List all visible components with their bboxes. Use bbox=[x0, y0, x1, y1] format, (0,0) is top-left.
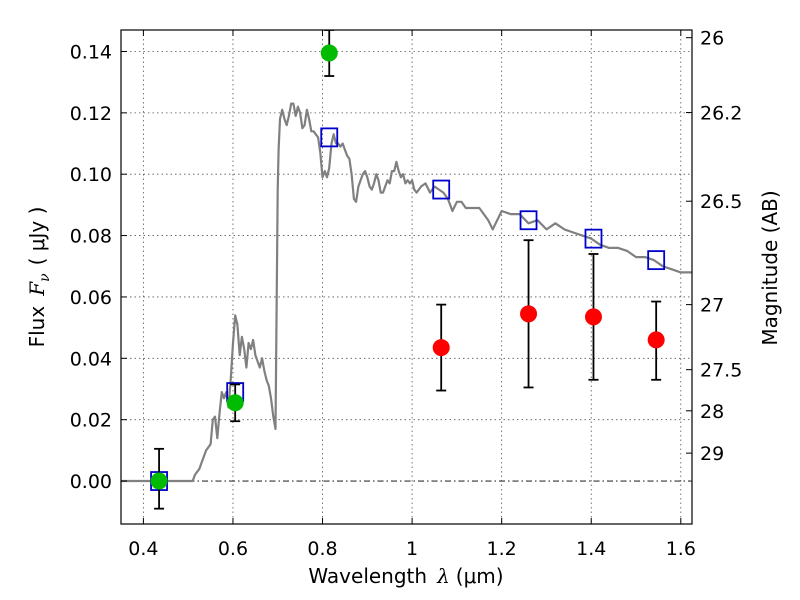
y-axis-label: Flux Fν ( μJy ) bbox=[25, 207, 53, 348]
red-data-point bbox=[520, 305, 538, 323]
x-axis-symbol: λ bbox=[436, 564, 450, 588]
model-spectrum-line bbox=[121, 102, 692, 483]
y-tick-label: 0.12 bbox=[70, 103, 112, 125]
y2-tick-label: 28 bbox=[700, 401, 724, 423]
model-band-square bbox=[432, 179, 451, 200]
x-tick-label: 0.8 bbox=[307, 538, 337, 560]
y-tick-label: 0.06 bbox=[70, 287, 112, 309]
red-data-point bbox=[584, 308, 602, 326]
y2-axis-label: Magnitude (AB) bbox=[758, 190, 782, 345]
model-band-square bbox=[519, 210, 538, 231]
y-tick-label: 0.14 bbox=[70, 41, 112, 63]
y2-tick-label: 26.5 bbox=[700, 191, 742, 213]
y-axis-label-text: Flux bbox=[25, 306, 49, 348]
x-tick-label: 1.4 bbox=[576, 538, 606, 560]
y2-tick-label: 26.2 bbox=[700, 103, 742, 125]
x-axis-label-text: Wavelength bbox=[308, 564, 427, 588]
model-band-square bbox=[647, 250, 666, 271]
model-band-square bbox=[584, 228, 603, 249]
green-data-point bbox=[320, 44, 338, 62]
y2-tick-label: 26 bbox=[700, 28, 724, 50]
green-data-point bbox=[150, 472, 168, 490]
model-band-square bbox=[320, 127, 339, 148]
y2-tick-label: 29 bbox=[700, 443, 724, 465]
x-axis-unit: (μm) bbox=[456, 564, 504, 588]
x-tick-label: 1.6 bbox=[666, 538, 696, 560]
red-data-point bbox=[432, 339, 450, 357]
x-tick-label: 1 bbox=[406, 538, 418, 560]
x-tick-label: 0.6 bbox=[218, 538, 248, 560]
green-data-point bbox=[226, 394, 244, 412]
x-tick-label: 0.4 bbox=[128, 538, 158, 560]
y-axis-subscript: ν bbox=[37, 273, 53, 282]
data-points bbox=[150, 30, 666, 510]
model-spectrum bbox=[121, 102, 692, 483]
x-axis-label: Wavelength λ (μm) bbox=[308, 564, 503, 588]
x-tick-label: 1.2 bbox=[487, 538, 517, 560]
plot-frame bbox=[120, 29, 693, 525]
axis-ticks: 0.4 0.6 0.8 1 1.2 1.4 1.6 0.00 0.02 0.04 0.06 0.08 0… bbox=[70, 28, 743, 560]
y2-tick-label: 27 bbox=[700, 295, 724, 317]
y-tick-label: 0.00 bbox=[70, 471, 112, 493]
y-axis-unit: ( μJy ) bbox=[25, 207, 49, 266]
y-tick-label: 0.10 bbox=[70, 164, 112, 186]
y-tick-label: 0.04 bbox=[70, 348, 112, 370]
y-tick-label: 0.02 bbox=[70, 410, 112, 432]
y-axis-symbol: F bbox=[25, 281, 49, 297]
y-tick-label: 0.08 bbox=[70, 226, 112, 248]
y2-tick-label: 27.5 bbox=[700, 360, 742, 382]
red-data-point bbox=[647, 331, 665, 349]
